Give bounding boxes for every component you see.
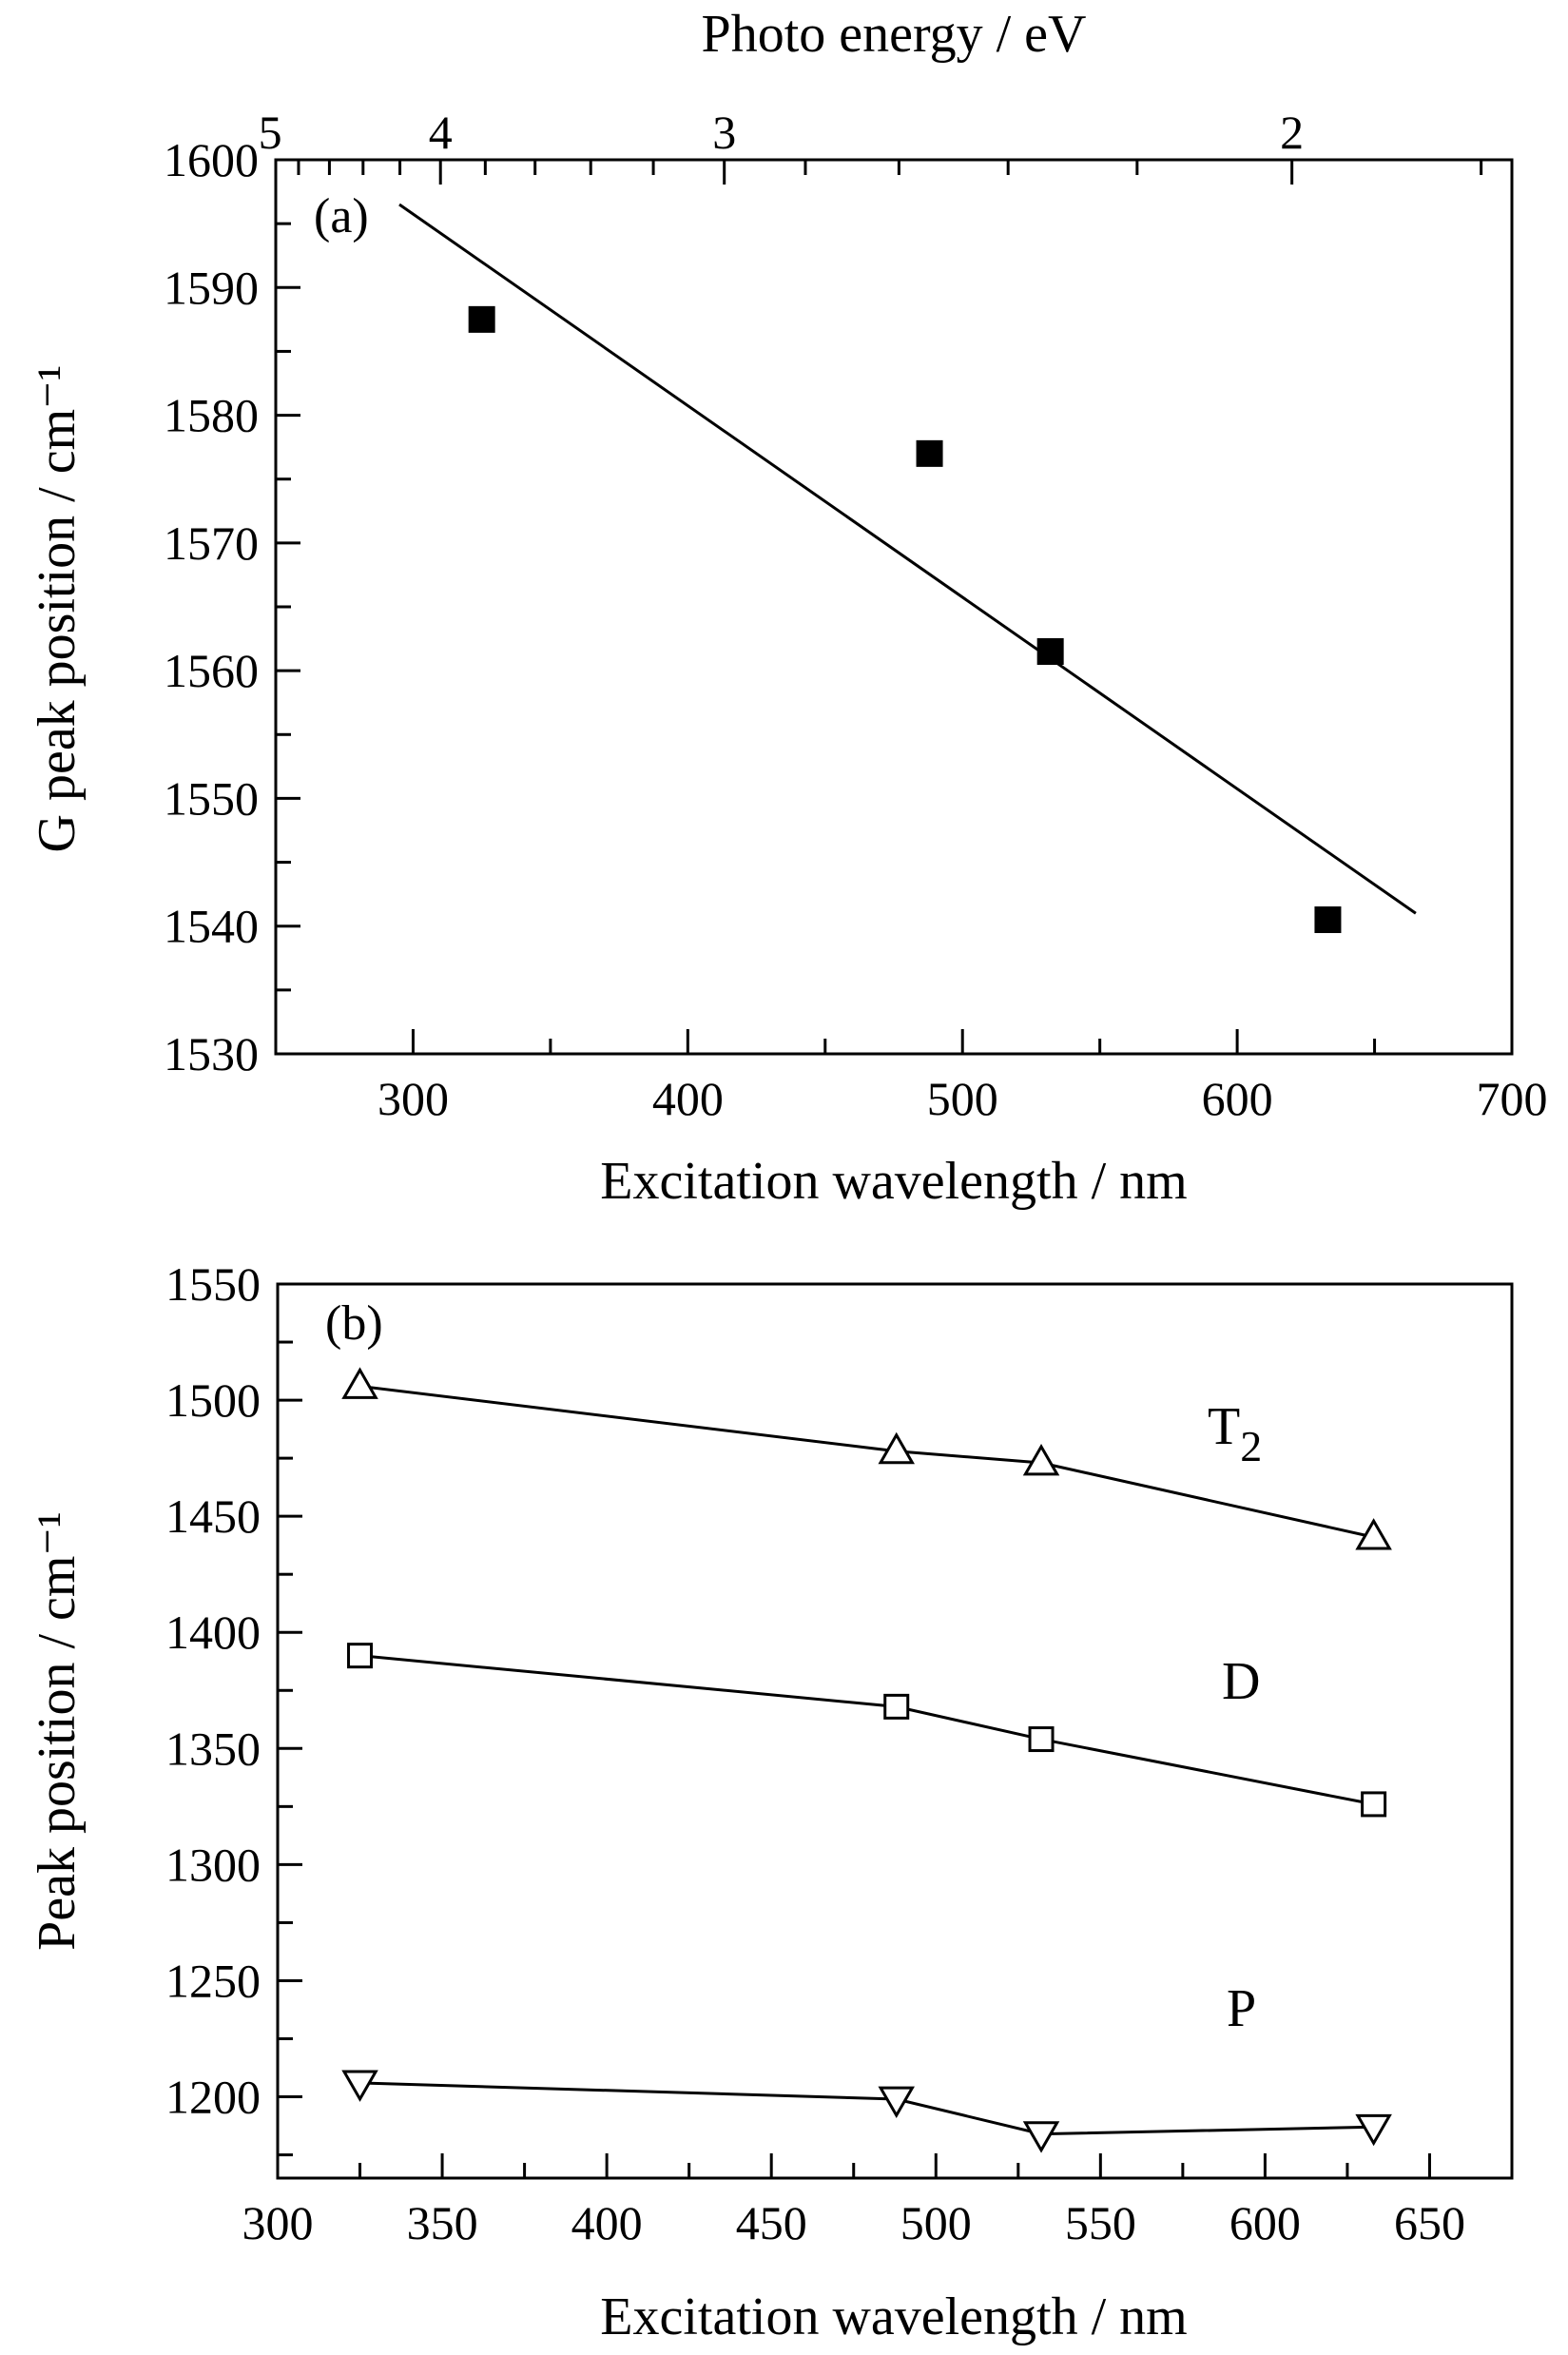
panel-b-label: (b) [325,1296,383,1351]
panel-a-ticks [276,158,1514,1056]
data-point [883,1693,910,1720]
data-point [1036,638,1064,665]
data-point [1314,906,1342,933]
y-tick-label: 1570 [164,516,259,570]
x-tick-label: 500 [900,2196,972,2249]
panel-b-x-axis-title: Excitation wavelength / nm [600,2287,1187,2346]
y-tick-label: 1300 [165,1838,261,1891]
y-tick-label: 1550 [164,771,259,825]
series-label-t2-main: T [1208,1397,1240,1456]
x-tick-label: 450 [736,2196,807,2249]
series-label-t2-sub: 2 [1240,1422,1262,1470]
panel-b-y-axis-title: Peak position / cm⁻¹ [28,1511,87,1951]
y-tick-label: 1500 [165,1373,261,1427]
series-label-p: P [1227,1979,1256,2038]
panel-b-plot-frame [276,1282,1514,2180]
data-point [878,1431,915,1465]
x-tick-label: 550 [1065,2196,1136,2249]
panel-b-ticks [276,1282,1514,2178]
panel-b-chart: 1200 1250 1300 1350 1400 1450 1500 1550 300 350 40… [28,1257,1514,2346]
data-point [341,1367,378,1399]
y-tick-label: 1530 [164,1027,259,1080]
x-tick-label: 400 [652,1072,724,1125]
data-point [1361,1791,1387,1818]
y-tick-label: 1200 [165,2071,261,2124]
x-tick-label: 600 [1229,2196,1301,2249]
data-point [1028,1726,1055,1753]
data-point [1355,2113,1392,2147]
series-label-d: D [1222,1652,1260,1711]
panel-a-marks [398,203,1417,933]
panel-a-label: (a) [314,189,369,243]
series-label-t2: T2 [1208,1397,1262,1470]
panel-a-x2-axis-title: Photo energy / eV [702,5,1087,64]
panel-b-tick-labels: 1200 1250 1300 1350 1400 1450 1500 1550 300 350 40… [165,1257,1465,2249]
panel-a-tick-labels: 1530 1540 1550 1560 1570 1580 1590 1600 300 400 50… [164,106,1548,1125]
x2-tick-label: 5 [259,106,282,159]
y-tick-label: 1400 [165,1606,261,1659]
x-tick-label: 350 [407,2196,478,2249]
panel-a-chart: 1530 1540 1550 1560 1570 1580 1590 1600 300 400 50… [28,5,1548,1211]
panel-a-x-axis-title: Excitation wavelength / nm [600,1152,1187,1211]
y-tick-label: 1550 [165,1257,261,1311]
y-tick-label: 1250 [165,1954,261,2007]
data-point [1355,1518,1392,1550]
x-tick-label: 300 [377,1072,449,1125]
y-tick-label: 1450 [165,1489,261,1543]
y-tick-label: 1590 [164,261,259,314]
data-point [1022,1443,1060,1476]
x2-tick-label: 3 [712,106,736,159]
data-point [878,2086,915,2118]
data-point [347,1643,374,1669]
series-line [359,1654,1374,1806]
panel-b-marks [341,1367,1392,2153]
x-tick-label: 600 [1202,1072,1273,1125]
series-line [359,1384,1374,1539]
data-point [1022,2121,1060,2153]
fit-line [398,203,1417,915]
y-tick-label: 1540 [164,900,259,953]
x-tick-label: 700 [1477,1072,1548,1125]
data-point [916,439,943,467]
x-tick-label: 500 [927,1072,998,1125]
x-tick-label: 400 [571,2196,643,2249]
data-point [468,305,495,333]
y-tick-label: 1560 [164,644,259,697]
x-tick-label: 650 [1394,2196,1465,2249]
series-line [359,2081,1374,2136]
panel-a-y-axis-title: G peak position / cm⁻¹ [28,365,87,853]
y-tick-label: 1580 [164,389,259,442]
x2-tick-label: 2 [1280,106,1304,159]
y-tick-label: 1350 [165,1722,261,1775]
x2-tick-label: 4 [429,106,453,159]
x-tick-label: 300 [242,2196,314,2249]
y-tick-label: 1600 [164,133,259,186]
data-point [341,2070,378,2102]
